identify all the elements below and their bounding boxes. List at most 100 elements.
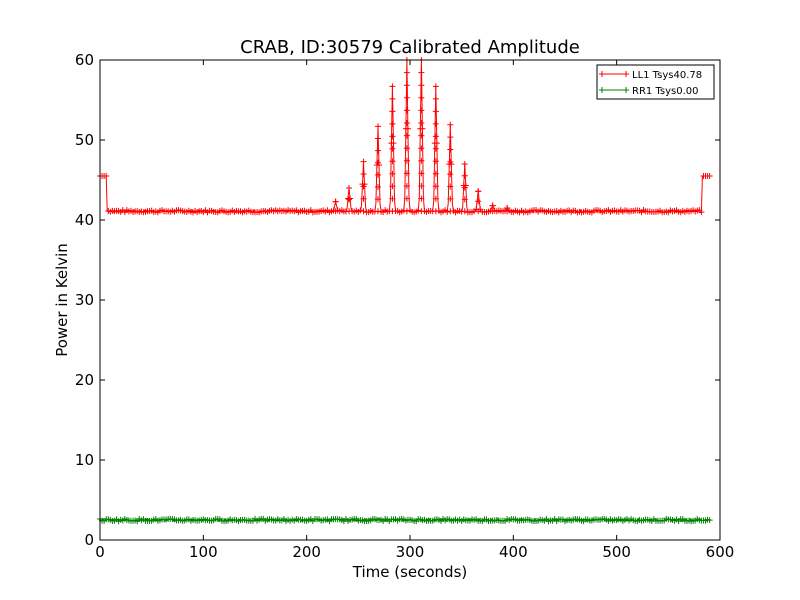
pulse-marker [475,198,482,205]
pulse-marker [504,205,511,211]
x-tick-label: 200 [292,543,321,561]
pulse-marker [360,195,367,202]
x-tick-label: 600 [706,543,735,561]
pulse-marker [403,157,410,164]
x-tick-label: 400 [499,543,528,561]
pulse-marker [389,195,396,202]
pulse-marker [403,69,410,76]
y-tick-label: 40 [75,211,94,229]
data-point-marker [415,207,422,214]
pulse-marker [403,107,410,114]
pulse-marker [389,83,396,90]
pulse-marker [332,198,339,205]
data-point-marker [357,207,364,214]
legend-label: LL1 Tsys40.78 [632,70,702,81]
pulse-marker [489,202,496,209]
pulse-marker [389,108,396,115]
pulse-marker [475,188,482,195]
pulse-marker [418,157,425,164]
legend-swatch-marker [623,71,629,77]
pulse-marker [418,195,425,202]
pulse-marker [346,185,353,191]
pulse-marker [432,95,439,102]
pulse-marker [389,170,396,177]
pulse-marker [389,120,396,127]
series-markers-2 [97,515,713,525]
legend-swatch-marker [599,87,605,93]
pulse-marker [332,208,339,215]
x-tick-label: 300 [396,543,425,561]
pulse-marker [346,196,353,203]
data-point-marker [433,140,440,147]
pulse-marker [360,171,367,177]
pulse-marker [374,147,381,154]
data-point-marker [444,208,451,215]
pulse-marker [418,82,425,89]
pulse-marker [418,208,425,215]
pulse-marker [389,208,396,215]
y-tick-label: 10 [75,451,94,469]
series-markers-1 [97,57,713,216]
plot-frame [99,59,721,541]
data-point-marker [347,195,354,202]
pulse-marker [374,183,381,190]
x-tick-label: 0 [95,543,105,561]
pulse-marker [403,145,410,152]
pulse-marker [475,208,482,215]
x-tick-label: 100 [189,543,218,561]
pulse-marker [418,145,425,152]
pulse-marker [403,208,410,215]
pulse-marker [447,208,454,215]
pulse-marker [418,69,425,76]
pulse-marker [374,159,381,166]
pulse-marker [418,107,425,114]
legend-swatch-marker [623,87,629,93]
pulse-marker [389,145,396,152]
pulse-marker [389,183,396,190]
pulse-marker [403,183,410,189]
pulse-marker [447,134,454,141]
legend-label: RR1 Tsys0.00 [632,86,699,97]
pulse-marker [418,94,425,101]
pulse-marker [374,171,381,178]
data-point-marker [419,125,426,132]
pulse-marker [432,133,439,140]
pulse-marker [403,82,410,89]
pulse-marker [403,94,410,101]
y-tick-label: 20 [75,371,94,389]
data-point-marker [103,173,110,179]
legend-swatch-marker [599,71,605,77]
pulse-marker [447,195,454,202]
pulse-marker [447,146,454,153]
pulse-marker [403,170,410,177]
pulse-marker [418,132,425,139]
y-axis-label: Power in Kelvin [53,243,71,357]
pulse-marker [403,195,410,202]
x-tick-label: 500 [602,543,631,561]
pulse-marker [389,158,396,165]
data-point-marker [400,207,407,214]
data-layer [97,57,713,525]
pulse-marker [389,133,396,140]
pulse-marker [432,120,439,127]
pulse-marker [360,158,367,165]
pulse-marker [418,183,425,189]
pulse-marker [374,196,381,203]
pulse-marker [418,120,425,126]
pulse-marker [432,83,439,90]
pulse-marker [346,208,353,215]
pulse-marker [447,121,454,128]
pulse-marker [461,161,468,167]
pulse-marker [447,183,454,190]
pulse-marker [461,172,468,179]
legend-box [596,64,715,100]
y-tick-label: 0 [84,531,94,549]
pulse-marker [389,95,396,102]
pulse-marker [432,170,439,177]
pulse-marker [374,135,381,142]
chart-title: CRAB, ID:30579 Calibrated Amplitude [240,37,580,58]
pulse-marker [461,196,468,203]
data-point-marker [390,140,397,147]
pulse-marker [489,208,496,215]
